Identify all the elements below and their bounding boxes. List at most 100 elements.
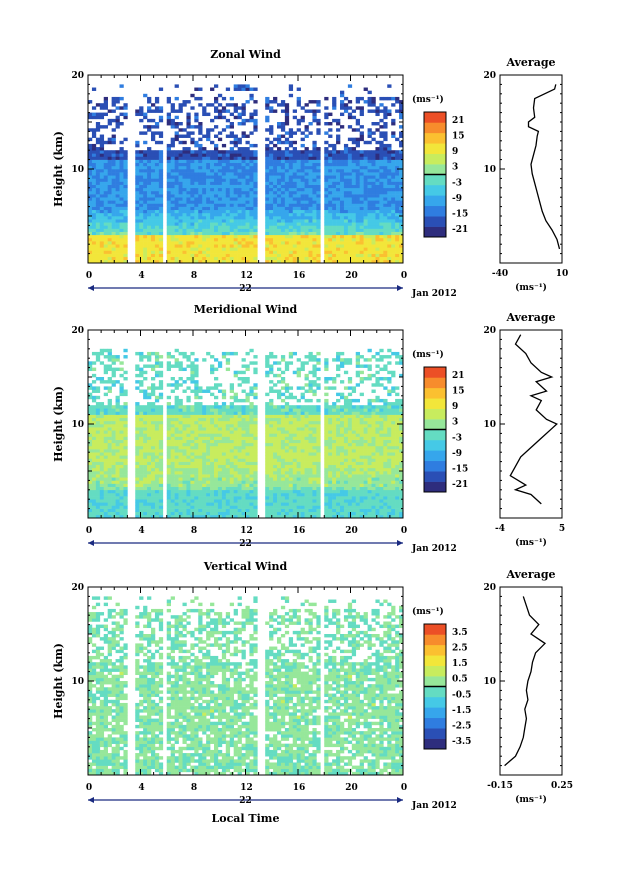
heatmap-cell <box>178 367 183 372</box>
heatmap-cell <box>395 244 400 248</box>
heatmap-cell <box>249 131 254 135</box>
heatmap-cell <box>229 212 234 217</box>
heatmap-cell <box>383 169 388 173</box>
heatmap-cell <box>217 222 223 226</box>
heatmap-cell <box>399 100 404 104</box>
heatmap-cell <box>269 106 274 110</box>
heatmap-cell <box>154 430 160 434</box>
heatmap-cell <box>166 212 171 217</box>
heatmap-cell <box>217 464 223 469</box>
heatmap-cell <box>202 165 207 170</box>
heatmap-cell <box>233 483 238 487</box>
heatmap-cell <box>363 150 368 154</box>
heatmap-cell <box>147 187 152 192</box>
heatmap-cell <box>182 234 187 239</box>
heatmap-cell <box>375 203 380 207</box>
heatmap-cell <box>147 250 152 254</box>
heatmap-cell <box>336 181 341 185</box>
heatmap-cell <box>190 458 195 462</box>
heatmap-cell <box>355 184 360 189</box>
heatmap-cell <box>139 508 144 513</box>
heatmap-cell <box>233 184 238 189</box>
heatmap-cell <box>143 169 148 173</box>
heatmap-cell <box>316 165 321 170</box>
heatmap-cell <box>237 505 242 509</box>
heatmap-cell <box>316 194 321 198</box>
heatmap-cell <box>241 156 246 160</box>
heatmap-cell <box>375 225 380 229</box>
heatmap-cell <box>91 430 97 434</box>
heatmap-cell <box>119 187 124 192</box>
heatmap-cell <box>158 115 164 120</box>
heatmap-cell <box>135 181 140 185</box>
heatmap-cell <box>119 169 124 173</box>
heatmap-cell <box>233 244 238 248</box>
heatmap-cell <box>273 234 278 239</box>
heatmap-cell <box>186 449 191 453</box>
heatmap-cell <box>91 244 97 248</box>
heatmap-cell <box>312 187 317 192</box>
heatmap-cell <box>158 471 164 475</box>
heatmap-cell <box>170 106 175 110</box>
heatmap-cell <box>170 206 175 211</box>
heatmap-cell <box>154 405 160 409</box>
heatmap-cell <box>367 222 372 226</box>
heatmap-cell <box>269 109 274 113</box>
heatmap-cell <box>166 442 171 447</box>
heatmap-cell <box>308 190 313 195</box>
heatmap-cell <box>221 461 227 466</box>
heatmap-cell <box>229 259 234 264</box>
heatmap-cell <box>273 244 278 248</box>
heatmap-cell <box>202 474 207 478</box>
heatmap-cell <box>143 405 148 409</box>
heatmap-cell <box>115 178 120 182</box>
heatmap-cell <box>99 197 105 201</box>
heatmap-cell <box>147 486 152 491</box>
heatmap-cell <box>288 197 294 201</box>
heatmap-cell <box>241 190 246 195</box>
heatmap-cell <box>186 471 191 475</box>
heatmap-cell <box>88 364 93 368</box>
heatmap-cell <box>273 247 278 251</box>
heatmap-cell <box>198 449 203 453</box>
heatmap-cell <box>174 467 179 472</box>
heatmap-cell <box>154 449 160 453</box>
heatmap-cell <box>147 467 152 472</box>
heatmap-cell <box>186 190 191 195</box>
heatmap-cell <box>91 480 97 484</box>
heatmap-cell <box>139 112 144 117</box>
heatmap-cell <box>241 455 246 459</box>
heatmap-cell <box>379 250 384 254</box>
heatmap-cell <box>88 150 93 154</box>
heatmap-cell <box>115 250 120 254</box>
heatmap-cell <box>221 153 227 157</box>
heatmap-cell <box>221 511 227 516</box>
heatmap-cell <box>194 483 199 487</box>
heatmap-cell <box>225 184 231 189</box>
heatmap-cell <box>170 502 175 506</box>
heatmap-cell <box>391 178 396 182</box>
heatmap-cell <box>304 190 309 195</box>
heatmap-cell <box>351 247 357 251</box>
heatmap-cell <box>194 125 199 129</box>
heatmap-cell <box>233 159 238 164</box>
heatmap-cell <box>210 364 215 368</box>
heatmap-cell <box>135 172 140 176</box>
heatmap-cell <box>253 153 258 157</box>
heatmap-cell <box>166 122 171 126</box>
heatmap-cell <box>174 442 179 447</box>
heatmap-cell <box>91 234 97 239</box>
heatmap-cell <box>371 153 376 157</box>
heatmap-cell <box>214 109 219 113</box>
heatmap-cell <box>229 134 234 138</box>
heatmap-cell <box>225 445 231 450</box>
heatmap-cell <box>280 169 286 173</box>
heatmap-cell <box>143 436 148 440</box>
heatmap-cell <box>359 259 364 264</box>
heatmap-cell <box>284 216 290 220</box>
heatmap-cell <box>139 492 144 497</box>
heatmap-cell <box>237 430 242 434</box>
heatmap-cell <box>300 156 305 160</box>
heatmap-cell <box>273 178 278 182</box>
heatmap-cell <box>237 234 242 239</box>
